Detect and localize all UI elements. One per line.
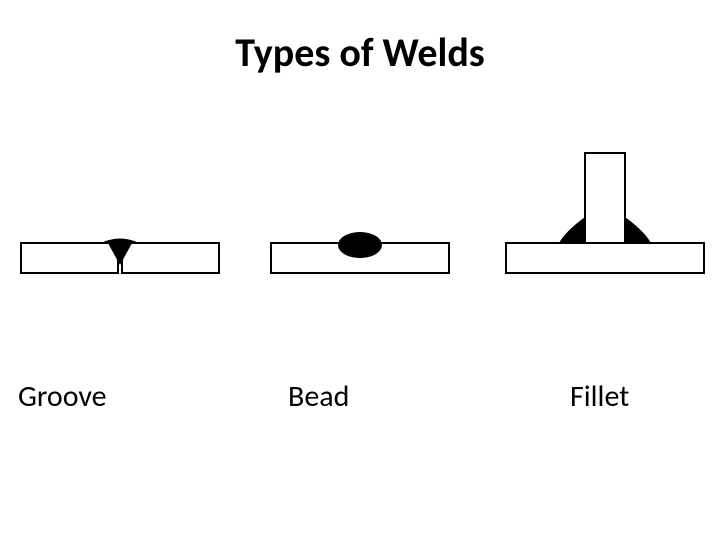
bead-diagram [270,215,450,275]
label-bead: Bead [288,378,349,415]
label-fillet: Fillet [570,378,629,415]
label-groove: Groove [18,378,107,415]
page-title: Types of Welds [0,28,720,77]
fillet-diagram [505,145,705,275]
groove-diagram [20,215,220,275]
